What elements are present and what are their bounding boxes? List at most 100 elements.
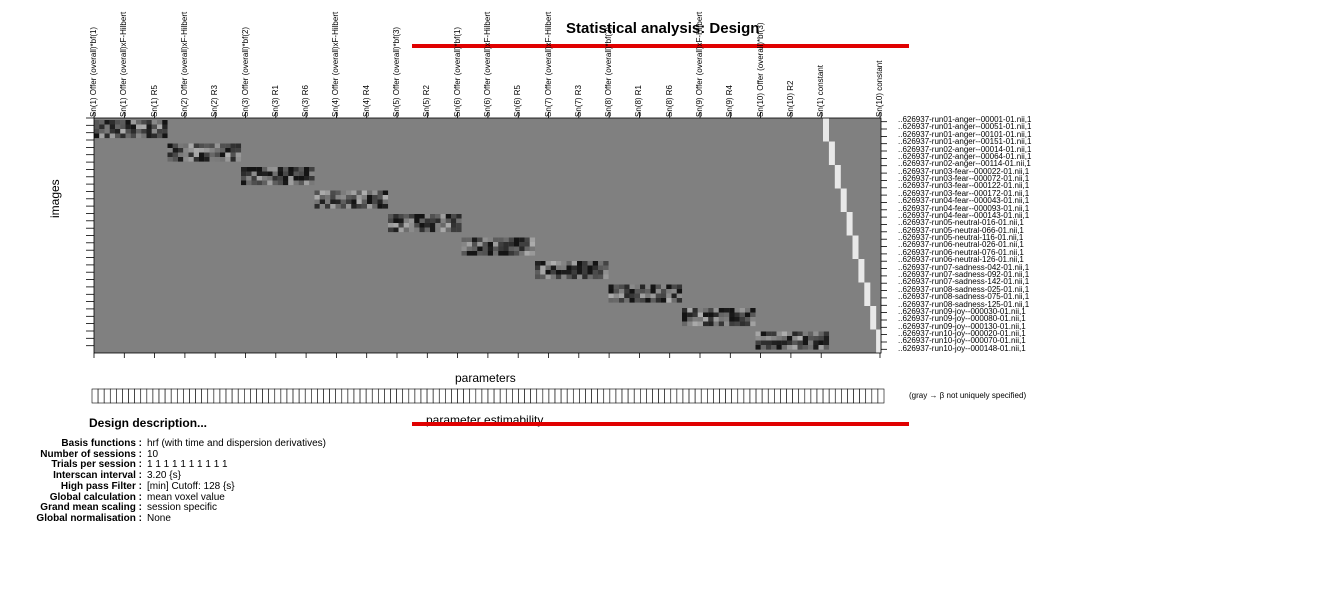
regressor-cell (477, 242, 483, 247)
regressor-cell (445, 227, 452, 233)
estimability-cell (834, 388, 842, 404)
regressor-cell (734, 321, 740, 327)
description-value: 10 (147, 448, 159, 460)
regressor-cell (750, 321, 756, 327)
estimability-cell (597, 388, 605, 404)
regressor-cell (792, 331, 798, 337)
session-block (167, 143, 242, 162)
estimability-cell (816, 388, 824, 404)
estimability-cell (804, 388, 812, 404)
estimability-cell (116, 388, 123, 404)
regressor-cell (346, 195, 352, 200)
estimability-cell (371, 388, 379, 404)
regressor-cell (356, 195, 362, 200)
regressor-cell (325, 204, 331, 209)
regressor-cell (456, 227, 462, 233)
regressor-cell (409, 227, 415, 233)
regressor-cell (472, 242, 478, 247)
regressor-cell (566, 265, 572, 271)
regressor-cell (519, 242, 525, 247)
regressor-cell (403, 218, 410, 224)
regressor-cell (461, 246, 467, 252)
estimability-cell (761, 388, 769, 404)
estimability-cell (774, 388, 781, 404)
session-block (241, 167, 315, 186)
estimability-cell (304, 388, 312, 404)
estimability-cell (554, 388, 562, 404)
regressor-cell (99, 120, 105, 125)
regressor-cell (529, 251, 536, 256)
regressor-cell (792, 345, 798, 350)
design-matrix-plot[interactable] (0, 0, 1320, 410)
regressor-cell (697, 321, 704, 327)
regressor-cell (346, 204, 352, 209)
regressor-cell (388, 218, 394, 224)
regressor-cell (325, 199, 331, 205)
regressor-cell (760, 340, 767, 346)
constant-column (870, 306, 877, 330)
regressor-cell (440, 227, 446, 233)
regressor-cell (703, 312, 709, 318)
regressor-cell (487, 251, 494, 256)
regressor-cell (414, 227, 420, 233)
regressor-cell (493, 237, 499, 243)
estimability-cell (786, 388, 793, 404)
regressor-cell (792, 340, 798, 346)
regressor-cell (587, 274, 593, 280)
regressor-cell (162, 124, 168, 130)
regressor-cell (115, 133, 121, 139)
regressor-cell (130, 133, 137, 139)
constant-column (852, 235, 859, 259)
regressor-cell (661, 284, 667, 290)
regressor-cell (430, 227, 436, 233)
regressor-cell (661, 293, 667, 299)
regressor-cell (577, 265, 583, 271)
regressor-cell (739, 308, 746, 313)
regressor-cell (587, 261, 593, 266)
regressor-cell (571, 265, 578, 271)
regressor-cell (151, 133, 158, 139)
description-key: Interscan interval : (53, 470, 142, 482)
estimability-cell (865, 388, 873, 404)
regressor-cell (818, 345, 824, 350)
regressor-cell (272, 176, 278, 181)
regressor-cell (823, 340, 830, 346)
regressor-cell (482, 246, 488, 252)
estimability-cell (810, 388, 818, 404)
regressor-cell (498, 242, 504, 247)
regressor-cell (361, 190, 368, 196)
regressor-cell (561, 270, 567, 275)
regressor-cell (157, 120, 163, 125)
estimability-cell (743, 388, 751, 404)
regressor-cell (199, 148, 205, 153)
regressor-cell (241, 171, 247, 177)
regressor-cell (367, 204, 373, 209)
estimability-cell (231, 388, 239, 404)
regressor-cell (592, 265, 599, 271)
design-description-title[interactable]: Design description... (89, 416, 208, 430)
regressor-cell (671, 289, 677, 294)
regressor-cell (435, 223, 441, 228)
regressor-cell (130, 120, 137, 125)
regressor-cell (393, 227, 399, 233)
estimability-cell (414, 388, 422, 404)
description-value: hrf (with time and dispersion derivative… (147, 438, 326, 449)
regressor-cell (414, 218, 420, 224)
regressor-cell (718, 308, 725, 313)
row-label: ..626937-run02-anger--00014-01.nii,1 (898, 144, 1032, 154)
constant-column (823, 118, 829, 142)
row-label: ..626937-run01-anger--00051-01.nii,1 (898, 122, 1032, 132)
regressor-cell (125, 120, 131, 125)
estimability-cell (365, 388, 373, 404)
regressor-cell (451, 227, 457, 233)
regressor-cell (540, 270, 546, 275)
regressor-cell (351, 190, 357, 196)
description-key: Basis functions : (61, 438, 142, 449)
regressor-cell (204, 143, 210, 149)
regressor-cell (514, 246, 520, 252)
estimability-cell (109, 388, 117, 404)
regressor-cell (246, 171, 252, 177)
regressor-cell (141, 129, 147, 134)
regressor-cell (178, 143, 184, 149)
regressor-cell (456, 214, 462, 219)
